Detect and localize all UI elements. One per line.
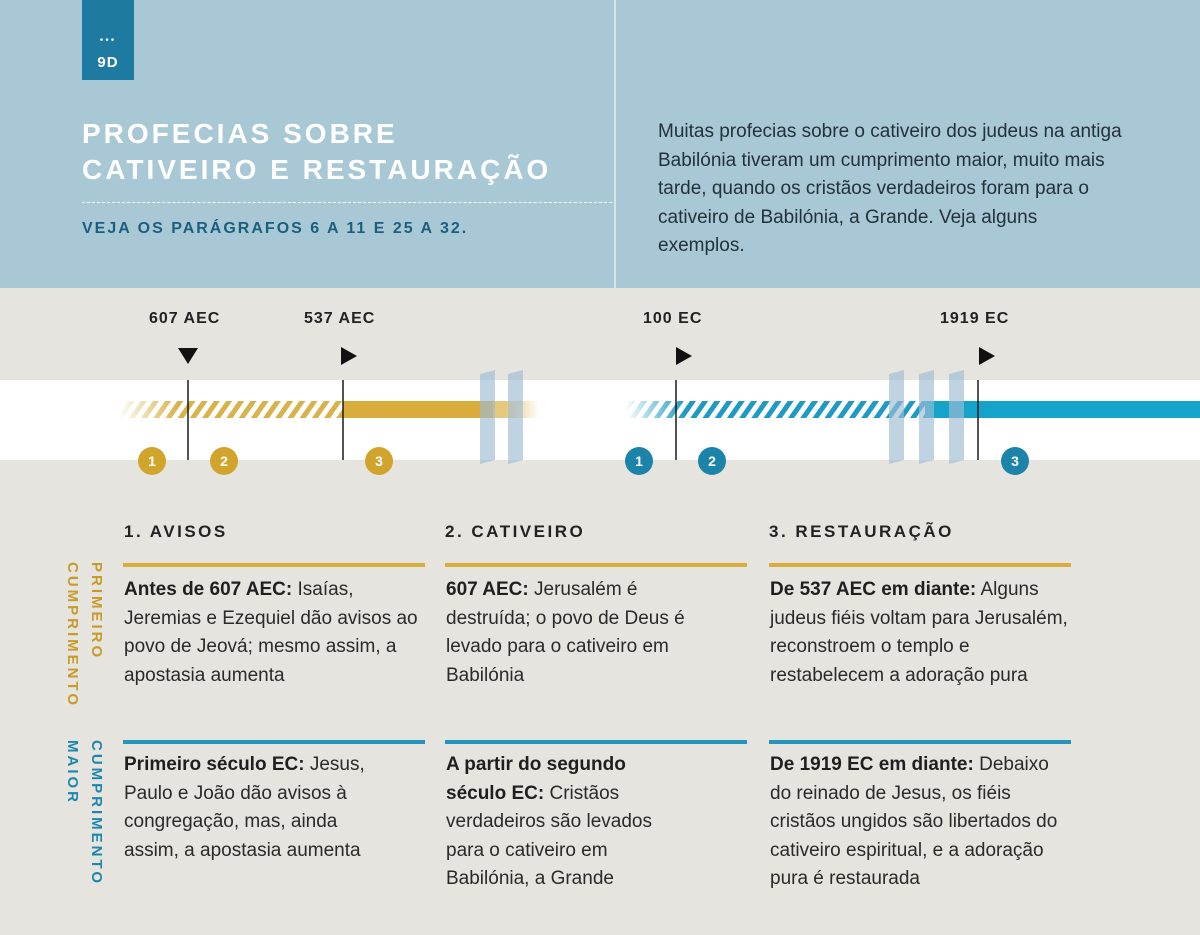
date-label-100-ec: 100 EC bbox=[643, 310, 703, 327]
cell-body: Isaías, Jeremias e Ezequiel dão avisos a… bbox=[124, 579, 418, 686]
gold-fade bbox=[118, 401, 178, 418]
gold-break-strip-2 bbox=[508, 370, 523, 464]
cell-maior-avisos: Primeiro século EC: Jesus, Paulo e João … bbox=[124, 751, 394, 865]
blue-hatched-bar bbox=[625, 401, 925, 418]
intro-text: Muitas profecias sobre o cativeiro dos j… bbox=[658, 121, 1122, 256]
row-divider bbox=[123, 563, 425, 567]
cell-lead: Primeiro século EC: bbox=[124, 754, 305, 775]
cell-primeiro-avisos: Antes de 607 AEC: Isaías, Jeremias e Eze… bbox=[124, 576, 424, 690]
row-label-line: PRIMEIRO bbox=[88, 562, 105, 661]
page-subtitle: VEJA OS PARÁGRAFOS 6 A 11 E 25 A 32. bbox=[82, 220, 469, 237]
cell-body: Alguns judeus fiéis voltam para Jerusalé… bbox=[770, 579, 1068, 686]
cell-maior-cativeiro: A partir do segundo século EC: Cristãos … bbox=[446, 751, 686, 894]
row-divider bbox=[769, 740, 1071, 744]
greater-badge-3: 3 bbox=[1001, 447, 1029, 475]
greater-badge-2: 2 bbox=[698, 447, 726, 475]
column-header-cativeiro: 2. CATIVEIRO bbox=[445, 522, 586, 541]
date-label-607-aec: 607 AEC bbox=[149, 310, 221, 327]
blue-break-strip-2 bbox=[919, 370, 934, 464]
first-badge-1: 1 bbox=[138, 447, 166, 475]
row-label-cumprimento-maior: CUMPRIMENTO MAIOR bbox=[60, 740, 108, 886]
timeline-graphic bbox=[0, 370, 1200, 464]
greater-badge-1: 1 bbox=[625, 447, 653, 475]
right-arrow-icon bbox=[979, 347, 995, 365]
cell-body: Jesus, Paulo e João dão avisos à congreg… bbox=[124, 754, 365, 861]
row-label-line: CUMPRIMENTO bbox=[88, 740, 105, 887]
cell-lead: De 537 AEC em diante: bbox=[770, 579, 977, 600]
blue-fade bbox=[625, 401, 685, 418]
row-label-line: MAIOR bbox=[64, 740, 81, 805]
first-badge-2: 2 bbox=[210, 447, 238, 475]
row-divider bbox=[445, 563, 747, 567]
column-header-restauracao: 3. RESTAURAÇÃO bbox=[769, 522, 954, 541]
timeline: 607 AEC 537 AEC 100 EC 1919 EC 1 2 3 1 2… bbox=[0, 288, 1200, 478]
down-arrow-icon bbox=[178, 348, 198, 364]
right-arrow-icon bbox=[676, 347, 692, 365]
cell-body: Debaixo do reinado de Jesus, os fiéis cr… bbox=[770, 754, 1058, 889]
row-label-primeiro-cumprimento: PRIMEIRO CUMPRIMENTO bbox=[60, 562, 108, 708]
gold-break-strip-1 bbox=[480, 370, 495, 464]
cell-lead: Antes de 607 AEC: bbox=[124, 579, 293, 600]
timeline-band bbox=[0, 380, 1200, 460]
page-title-line1: PROFECIAS SOBRE bbox=[82, 118, 398, 149]
tab-dots: ••• bbox=[99, 35, 117, 46]
page-title-line2: CATIVEIRO E RESTAURAÇÃO bbox=[82, 154, 552, 185]
cell-primeiro-cativeiro: 607 AEC: Jerusalém é destruída; o povo d… bbox=[446, 576, 716, 690]
title-divider bbox=[82, 202, 612, 203]
right-arrow-icon bbox=[341, 347, 357, 365]
cell-body: Jerusalém é destruída; o povo de Deus é … bbox=[446, 579, 685, 686]
date-label-537-aec: 537 AEC bbox=[304, 310, 376, 327]
cell-maior-restauracao: De 1919 EC em diante: Debaixo do reinado… bbox=[770, 751, 1070, 894]
blue-break-strip-1 bbox=[889, 370, 904, 464]
cell-lead: 607 AEC: bbox=[446, 579, 529, 600]
header-divider bbox=[614, 0, 616, 288]
gold-solid-bar bbox=[343, 401, 493, 418]
section-tab: ••• 9D bbox=[82, 0, 134, 80]
header-panel: ••• 9D PROFECIAS SOBRE CATIVEIRO E RESTA… bbox=[0, 0, 1200, 288]
row-divider bbox=[123, 740, 425, 744]
blue-break-strip-3 bbox=[949, 370, 964, 464]
page-title: PROFECIAS SOBRE CATIVEIRO E RESTAURAÇÃO bbox=[82, 116, 622, 188]
cell-lead: A partir do segundo século EC: bbox=[446, 754, 626, 804]
cell-body: Cristãos verdadeiros são levados para o … bbox=[446, 782, 652, 890]
cell-lead: De 1919 EC em diante: bbox=[770, 754, 974, 775]
section-code: 9D bbox=[97, 54, 119, 71]
cell-primeiro-restauracao: De 537 AEC em diante: Alguns judeus fiéi… bbox=[770, 576, 1070, 690]
blue-solid-bar bbox=[925, 401, 1200, 418]
row-divider bbox=[769, 563, 1071, 567]
row-divider bbox=[445, 740, 747, 744]
date-label-1919-ec: 1919 EC bbox=[940, 310, 1010, 327]
first-badge-3: 3 bbox=[365, 447, 393, 475]
row-label-line: CUMPRIMENTO bbox=[64, 562, 81, 709]
column-header-avisos: 1. AVISOS bbox=[124, 522, 228, 541]
